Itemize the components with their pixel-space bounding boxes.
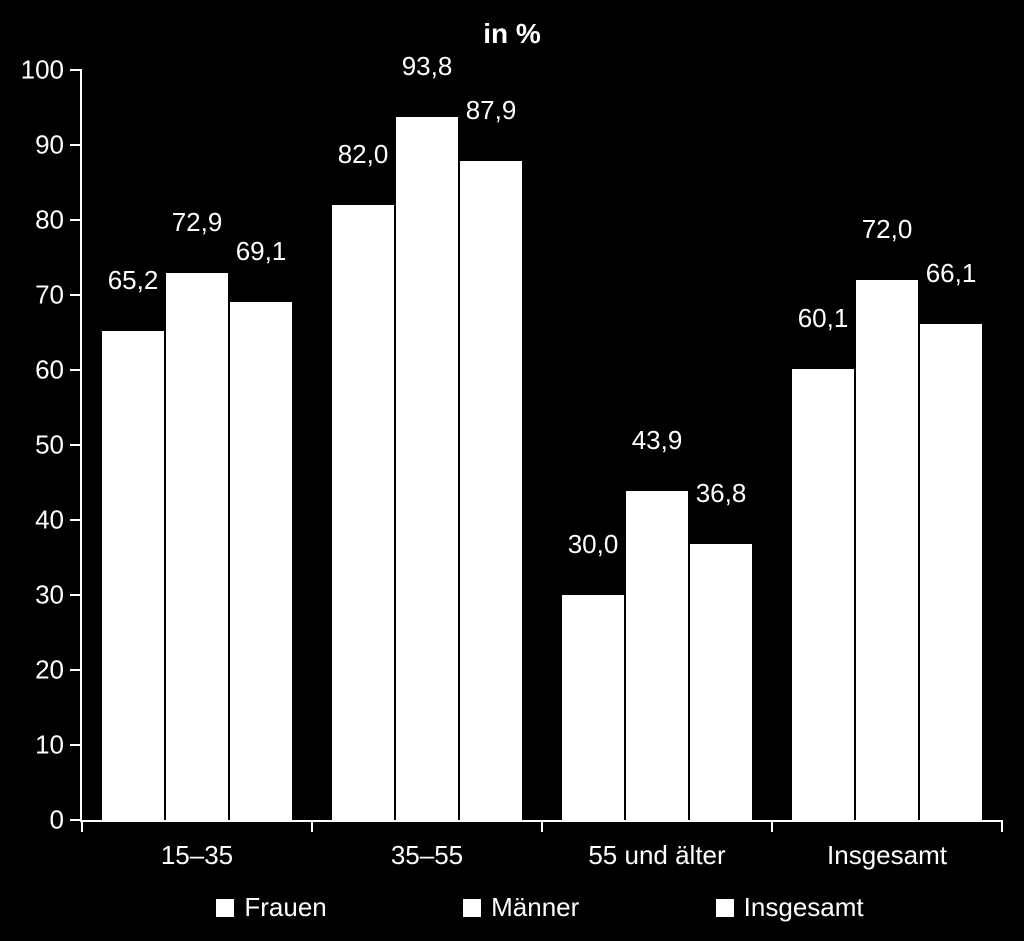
legend-item: Frauen	[216, 892, 326, 923]
x-category-label: 55 und älter	[588, 840, 725, 871]
bar	[562, 595, 624, 820]
bar	[396, 117, 458, 821]
chart-title: in %	[0, 18, 1024, 50]
x-tick	[81, 820, 83, 832]
legend-swatch	[216, 899, 234, 917]
y-tick	[70, 144, 82, 146]
bar-value-label: 87,9	[466, 95, 517, 126]
y-tick-label: 0	[50, 805, 64, 836]
y-tick	[70, 744, 82, 746]
x-category-label: 35–55	[391, 840, 463, 871]
y-tick	[70, 519, 82, 521]
legend-item: Insgesamt	[716, 892, 864, 923]
bar	[690, 544, 752, 820]
y-tick-label: 50	[35, 430, 64, 461]
x-category-label: 15–35	[161, 840, 233, 871]
y-tick-label: 80	[35, 205, 64, 236]
y-tick	[70, 444, 82, 446]
bar-chart: in % 0 10 20 30 40 50 60 70 80 90 100 15–35 65,2 72,9…	[0, 0, 1024, 941]
y-tick-label: 100	[21, 55, 64, 86]
x-tick	[311, 820, 313, 832]
y-tick	[70, 669, 82, 671]
bar-value-label: 69,1	[236, 236, 287, 267]
bar	[230, 302, 292, 820]
bar	[166, 273, 228, 820]
bar-value-label: 66,1	[926, 258, 977, 289]
legend-label: Männer	[491, 892, 579, 923]
bar	[332, 205, 394, 820]
y-tick-label: 90	[35, 130, 64, 161]
y-tick-label: 10	[35, 730, 64, 761]
legend-swatch	[463, 899, 481, 917]
legend-label: Insgesamt	[744, 892, 864, 923]
legend: Frauen Männer Insgesamt	[80, 892, 1000, 923]
y-tick	[70, 219, 82, 221]
y-tick-label: 40	[35, 505, 64, 536]
bar-value-label: 72,0	[862, 214, 913, 245]
bar-value-label: 43,9	[632, 425, 683, 456]
y-tick-label: 30	[35, 580, 64, 611]
bar-value-label: 82,0	[338, 139, 389, 170]
y-tick	[70, 69, 82, 71]
bar-value-label: 60,1	[798, 303, 849, 334]
legend-swatch	[716, 899, 734, 917]
y-tick-label: 60	[35, 355, 64, 386]
x-tick	[1001, 820, 1003, 832]
bar-value-label: 72,9	[172, 207, 223, 238]
x-category-label: Insgesamt	[827, 840, 947, 871]
y-tick-label: 20	[35, 655, 64, 686]
legend-item: Männer	[463, 892, 579, 923]
bar-value-label: 65,2	[108, 265, 159, 296]
bar	[626, 491, 688, 820]
bar	[856, 280, 918, 820]
bar-value-label: 36,8	[696, 478, 747, 509]
y-tick	[70, 594, 82, 596]
bar-value-label: 30,0	[568, 529, 619, 560]
bar	[460, 161, 522, 820]
x-tick	[771, 820, 773, 832]
y-tick	[70, 369, 82, 371]
bar	[102, 331, 164, 820]
legend-label: Frauen	[244, 892, 326, 923]
bar	[920, 324, 982, 820]
bar	[792, 369, 854, 820]
bar-value-label: 93,8	[402, 51, 453, 82]
plot-area: 010203040506070809010015–3565,272,969,13…	[80, 70, 1002, 822]
y-tick	[70, 294, 82, 296]
x-tick	[541, 820, 543, 832]
y-tick-label: 70	[35, 280, 64, 311]
